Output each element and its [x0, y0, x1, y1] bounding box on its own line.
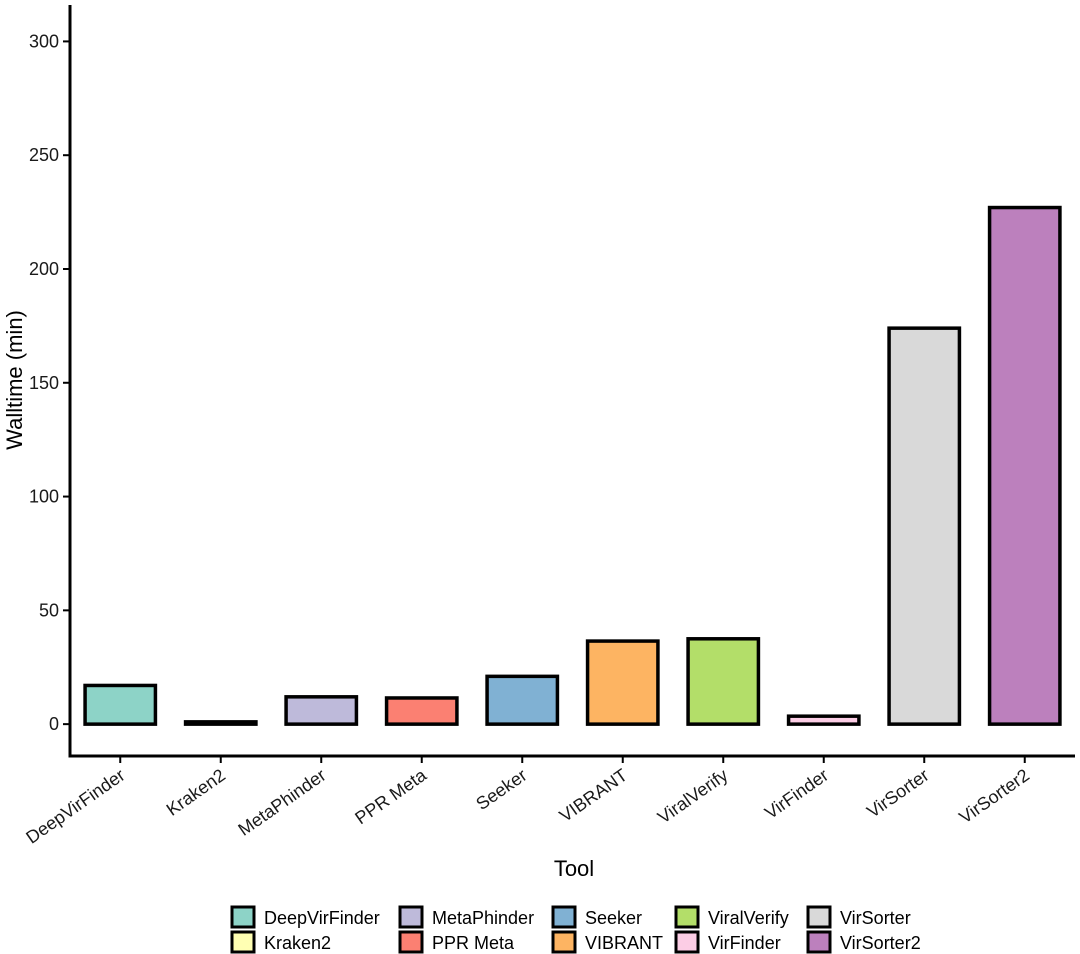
y-tick-label: 300	[29, 31, 59, 51]
bar-seeker	[485, 674, 560, 726]
legend-label: PPR Meta	[432, 933, 515, 953]
legend: DeepVirFinder Kraken2 MetaPhinder PPR Meta S…	[230, 905, 921, 954]
x-tick-label: PPR Meta	[351, 764, 430, 828]
x-axis-title: Tool	[554, 856, 594, 881]
x-tick-label: VirFinder	[761, 765, 832, 823]
y-tick-label: 200	[29, 259, 59, 279]
x-axis-ticks: DeepVirFinder Kraken2 MetaPhinder PPR Meta S…	[22, 756, 1033, 848]
legend-swatch-seeker	[551, 905, 577, 929]
x-tick-label: Seeker	[472, 765, 530, 814]
y-axis-ticks: 0 50 100 150 200 250 300	[29, 31, 70, 734]
legend-label: ViralVerify	[708, 908, 789, 928]
legend-swatch-viralverify	[674, 905, 700, 929]
legend-label: VirFinder	[708, 933, 781, 953]
legend-swatch-deepvirfinder	[230, 905, 256, 929]
y-tick-label: 50	[39, 600, 59, 620]
bar-virsorter	[887, 326, 962, 726]
legend-swatch-virfinder	[674, 930, 700, 954]
y-tick-label: 0	[49, 714, 59, 734]
x-tick-label: MetaPhinder	[234, 765, 329, 840]
bar-kraken2	[183, 720, 258, 726]
bar-virsorter2	[987, 205, 1062, 726]
legend-swatch-virsorter	[806, 905, 832, 929]
y-axis-title: Walltime (min)	[2, 310, 27, 450]
legend-label: VirSorter2	[840, 933, 921, 953]
legend-swatch-ppr-meta	[398, 930, 424, 954]
x-tick-label: Kraken2	[163, 765, 229, 820]
bar-vibrant	[585, 639, 660, 726]
y-tick-label: 250	[29, 145, 59, 165]
bar-deepvirfinder	[83, 683, 158, 726]
x-tick-label: VIBRANT	[556, 765, 631, 826]
x-tick-label: VirSorter2	[955, 765, 1033, 828]
legend-label: VIBRANT	[585, 933, 663, 953]
legend-swatch-virsorter2	[806, 930, 832, 954]
x-tick-label: ViralVerify	[654, 765, 732, 828]
bar-viralverify	[686, 637, 761, 726]
legend-swatch-vibrant	[551, 930, 577, 954]
legend-label: DeepVirFinder	[264, 908, 380, 928]
x-tick-label: VirSorter	[863, 765, 932, 822]
legend-label: MetaPhinder	[432, 908, 534, 928]
x-tick-label: DeepVirFinder	[22, 765, 128, 848]
legend-label: Kraken2	[264, 933, 331, 953]
bar-virfinder	[786, 714, 861, 726]
y-tick-label: 150	[29, 373, 59, 393]
bars	[83, 205, 1062, 726]
y-tick-label: 100	[29, 487, 59, 507]
legend-swatch-kraken2	[230, 930, 256, 954]
legend-swatch-metaphinder	[398, 905, 424, 929]
legend-label: VirSorter	[840, 908, 911, 928]
bar-metaphinder	[284, 695, 359, 726]
bar-ppr-meta	[384, 696, 459, 726]
legend-label: Seeker	[585, 908, 642, 928]
